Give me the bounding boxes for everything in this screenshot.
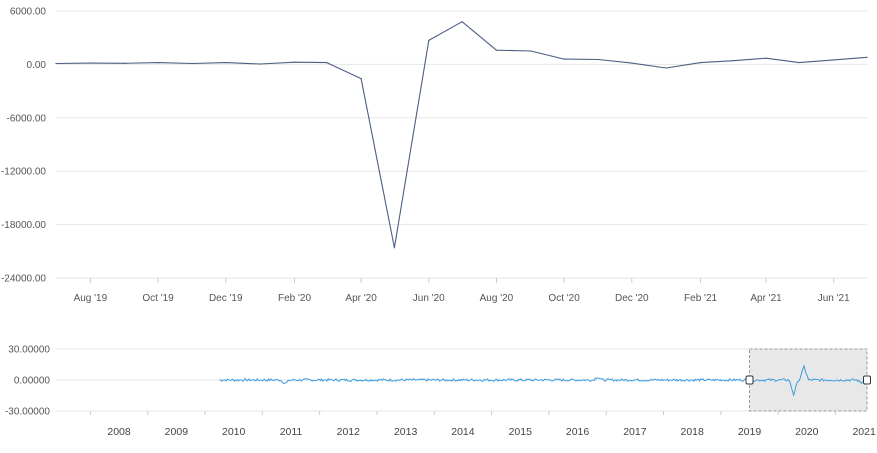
navigator-x-tick-label: 2008 <box>107 426 131 438</box>
navigator-y-tick-label: -30.00000 <box>5 407 50 418</box>
navigator-x-tick-label: 2015 <box>509 426 533 438</box>
main-data-point <box>191 62 194 65</box>
main-x-tick-label: Jun '20 <box>413 293 445 304</box>
main-x-tick-label: Apr '21 <box>750 293 782 304</box>
main-data-point <box>765 57 767 59</box>
navigator-x-tick-label: 2009 <box>165 426 189 438</box>
main-data-point <box>225 62 227 64</box>
main-x-tick-label: Dec '20 <box>615 293 649 304</box>
main-x-tick-label: Feb '21 <box>684 293 717 304</box>
main-x-tick-label: Jun '21 <box>818 293 850 304</box>
main-data-point <box>495 49 497 51</box>
navigator-y-tick-label: 0.00000 <box>14 376 51 387</box>
navigator-x-tick-label: 2013 <box>394 426 418 438</box>
main-x-tick-label: Oct '20 <box>548 293 580 304</box>
main-data-point <box>798 62 800 64</box>
navigator-x-tick-label: 2021 <box>852 426 876 438</box>
main-x-tick-label: Dec '19 <box>209 293 243 304</box>
navigator-y-tick-label: 30.00000 <box>8 345 50 356</box>
navigator-x-tick-label: 2020 <box>795 426 819 438</box>
main-data-point <box>293 61 296 63</box>
main-data-point <box>665 67 667 69</box>
main-data-point <box>631 62 633 64</box>
main-y-tick-label: 0.00 <box>27 60 47 71</box>
main-data-point <box>428 39 430 42</box>
main-data-point <box>833 59 835 61</box>
main-data-point <box>731 60 733 62</box>
main-data-point <box>89 62 91 64</box>
main-data-point <box>124 62 126 64</box>
navigator-x-tick-label: 2010 <box>222 426 246 438</box>
main-data-point <box>55 62 57 65</box>
navigator-series-line <box>219 364 867 397</box>
main-data-point <box>259 63 261 65</box>
navigator-x-tick-label: 2014 <box>451 426 475 438</box>
main-data-point <box>866 56 868 58</box>
navigator-x-tick-label: 2011 <box>280 426 303 438</box>
main-data-point <box>393 247 395 249</box>
main-data-point <box>326 62 328 64</box>
main-y-tick-label: -6000.00 <box>7 113 47 124</box>
main-data-point <box>597 58 600 61</box>
main-data-point <box>461 21 463 23</box>
navigator-right-handle[interactable] <box>863 375 871 385</box>
navigator-x-tick-label: 2019 <box>738 426 762 438</box>
main-y-tick-label: -12000.00 <box>1 167 46 178</box>
main-data-point <box>563 58 565 60</box>
main-series-line <box>55 21 868 249</box>
main-x-tick-label: Apr '20 <box>345 293 377 304</box>
main-x-tick-label: Feb '20 <box>278 293 311 304</box>
navigator-x-tick-label: 2017 <box>623 426 647 438</box>
navigator-x-tick-label: 2016 <box>566 426 590 438</box>
navigator-x-tick-label: 2012 <box>337 426 361 438</box>
main-y-tick-label: -24000.00 <box>1 274 46 285</box>
main-x-tick-label: Oct '19 <box>142 293 174 304</box>
main-y-tick-label: -18000.00 <box>1 220 46 231</box>
main-x-tick-label: Aug '20 <box>480 293 514 304</box>
main-data-point <box>700 62 702 64</box>
main-y-tick-label: 6000.00 <box>10 7 47 18</box>
navigator-x-tick-label: 2018 <box>681 426 705 438</box>
main-data-point <box>157 62 159 64</box>
main-data-point <box>360 78 362 80</box>
main-data-point <box>530 50 532 52</box>
main-x-tick-label: Aug '19 <box>74 293 108 304</box>
navigator-left-handle[interactable] <box>745 375 754 385</box>
